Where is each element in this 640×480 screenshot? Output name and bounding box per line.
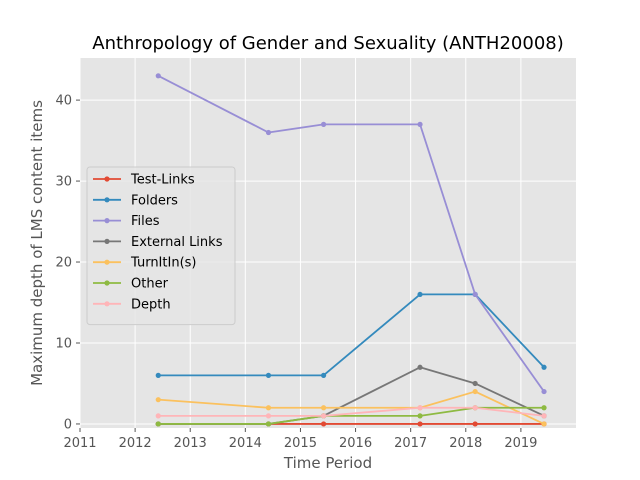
- data-point: [155, 372, 161, 378]
- x-tick-label: 2018: [449, 436, 482, 451]
- axis-ticks: 2011 2012 2013 2014 2015 2016 2017 2018 2019 0 10 2…: [55, 94, 537, 451]
- series-line: [158, 390, 545, 425]
- series-line: [158, 406, 545, 425]
- data-point: [320, 372, 327, 378]
- x-tick-label: 2016: [339, 436, 372, 451]
- legend-item: Depth: [93, 297, 171, 312]
- series-1: [155, 291, 547, 378]
- x-tick-label: 2012: [119, 436, 152, 451]
- series-line: [158, 406, 545, 417]
- data-point: [320, 121, 327, 127]
- legend-marker: [104, 280, 110, 286]
- data-point: [541, 405, 547, 411]
- legend-item: Folders: [93, 193, 178, 208]
- data-point: [155, 397, 161, 403]
- y-tick-label: 20: [55, 256, 72, 271]
- series-layer: [155, 73, 547, 427]
- data-point: [320, 421, 327, 427]
- y-tick-label: 40: [55, 94, 72, 109]
- data-point: [155, 413, 161, 419]
- data-point: [155, 421, 161, 427]
- series-2: [155, 73, 547, 395]
- y-axis-label: Maximum depth of LMS content items: [28, 100, 46, 386]
- x-tick-label: 2013: [174, 436, 207, 451]
- x-tick-label: 2014: [229, 436, 262, 451]
- data-point: [472, 380, 478, 387]
- data-point: [320, 405, 327, 411]
- chart-title: Anthropology of Gender and Sexuality (AN…: [92, 33, 564, 54]
- legend-item: Other: [93, 277, 169, 292]
- data-point: [541, 413, 547, 419]
- legend-label: External Links: [131, 235, 223, 250]
- legend-box: [86, 166, 236, 326]
- data-point: [265, 421, 272, 427]
- series-line: [157, 75, 545, 393]
- legend-label: Files: [131, 214, 160, 229]
- data-point: [417, 413, 423, 419]
- legend-label: Depth: [131, 297, 171, 312]
- data-point: [265, 129, 272, 136]
- data-point: [472, 421, 478, 427]
- legend-item: TurnItIn(s): [93, 256, 196, 271]
- legend-marker: [104, 176, 110, 182]
- data-point: [155, 73, 161, 79]
- legend-marker: [104, 301, 110, 307]
- legend-marker: [104, 218, 110, 224]
- y-tick-label: 30: [55, 175, 72, 190]
- legend-marker: [104, 259, 110, 265]
- x-tick-label: 2019: [504, 436, 537, 451]
- data-point: [541, 421, 547, 427]
- data-point: [541, 388, 547, 395]
- legend-label: Folders: [131, 193, 178, 208]
- data-point: [417, 121, 423, 127]
- series-4: [155, 388, 547, 427]
- data-point: [472, 388, 478, 395]
- legend-item: External Links: [93, 235, 223, 250]
- legend-label: TurnItIn(s): [130, 256, 196, 271]
- legend-item: Files: [93, 214, 160, 229]
- legend-marker: [104, 238, 110, 244]
- data-point: [417, 364, 423, 370]
- data-point: [472, 291, 478, 298]
- y-tick-label: 0: [64, 417, 72, 432]
- x-tick-label: 2017: [394, 436, 427, 451]
- x-tick-label: 2011: [63, 436, 96, 451]
- legend: Test-Links Folders Files External Links Turn…: [86, 166, 236, 326]
- data-point: [265, 405, 272, 411]
- data-point: [417, 405, 423, 411]
- data-point: [472, 405, 478, 411]
- legend-item: Test-Links: [93, 173, 195, 188]
- legend-label: Test-Links: [130, 173, 195, 188]
- data-point: [265, 372, 272, 378]
- data-point: [417, 291, 423, 298]
- legend-marker: [104, 197, 110, 203]
- series-line: [158, 293, 545, 377]
- series-6: [155, 405, 547, 419]
- data-point: [265, 413, 272, 419]
- x-tick-label: 2015: [284, 436, 317, 451]
- data-point: [417, 421, 423, 427]
- data-point: [541, 364, 547, 370]
- y-tick-label: 10: [55, 336, 72, 351]
- legend-label: Other: [131, 277, 169, 292]
- data-point: [320, 413, 327, 419]
- x-axis-label: Time Period: [283, 454, 372, 472]
